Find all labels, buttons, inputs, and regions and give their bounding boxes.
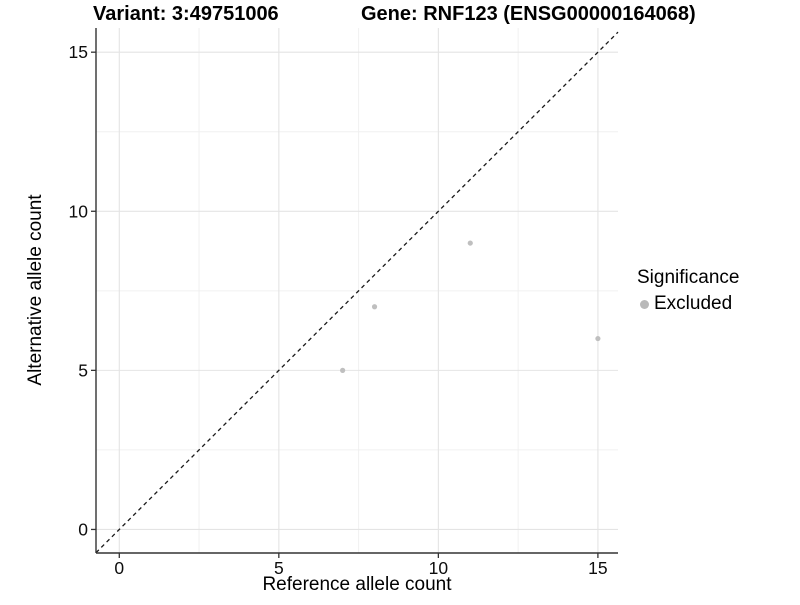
- variant-title: Variant: 3:49751006: [93, 3, 279, 25]
- y-axis-title: Alternative allele count: [25, 194, 46, 386]
- legend-title: Significance: [637, 267, 740, 288]
- x-tick-label: 15: [588, 558, 607, 578]
- data-point: [340, 367, 346, 373]
- legend-entry: Excluded: [640, 293, 739, 316]
- y-tick-label: 15: [69, 42, 88, 62]
- x-tick-label: 5: [274, 558, 284, 578]
- data-point: [595, 335, 601, 342]
- x-tick-label: 0: [114, 558, 124, 578]
- gene-title: Gene: RNF123 (ENSG00000164068): [361, 3, 696, 25]
- y-tick-label: 0: [78, 519, 88, 539]
- data-point: [371, 304, 378, 310]
- x-tick-label: 10: [429, 558, 449, 578]
- y-tick-label: 10: [69, 201, 89, 221]
- x-axis-title: Reference allele count: [262, 574, 452, 595]
- data-point: [467, 240, 473, 246]
- legend-entry-label: Excluded: [654, 292, 733, 314]
- identity-line: [95, 31, 619, 554]
- legend: Significance Excluded: [637, 267, 739, 316]
- legend-point-icon: [640, 299, 649, 309]
- y-tick-label: 5: [78, 360, 88, 380]
